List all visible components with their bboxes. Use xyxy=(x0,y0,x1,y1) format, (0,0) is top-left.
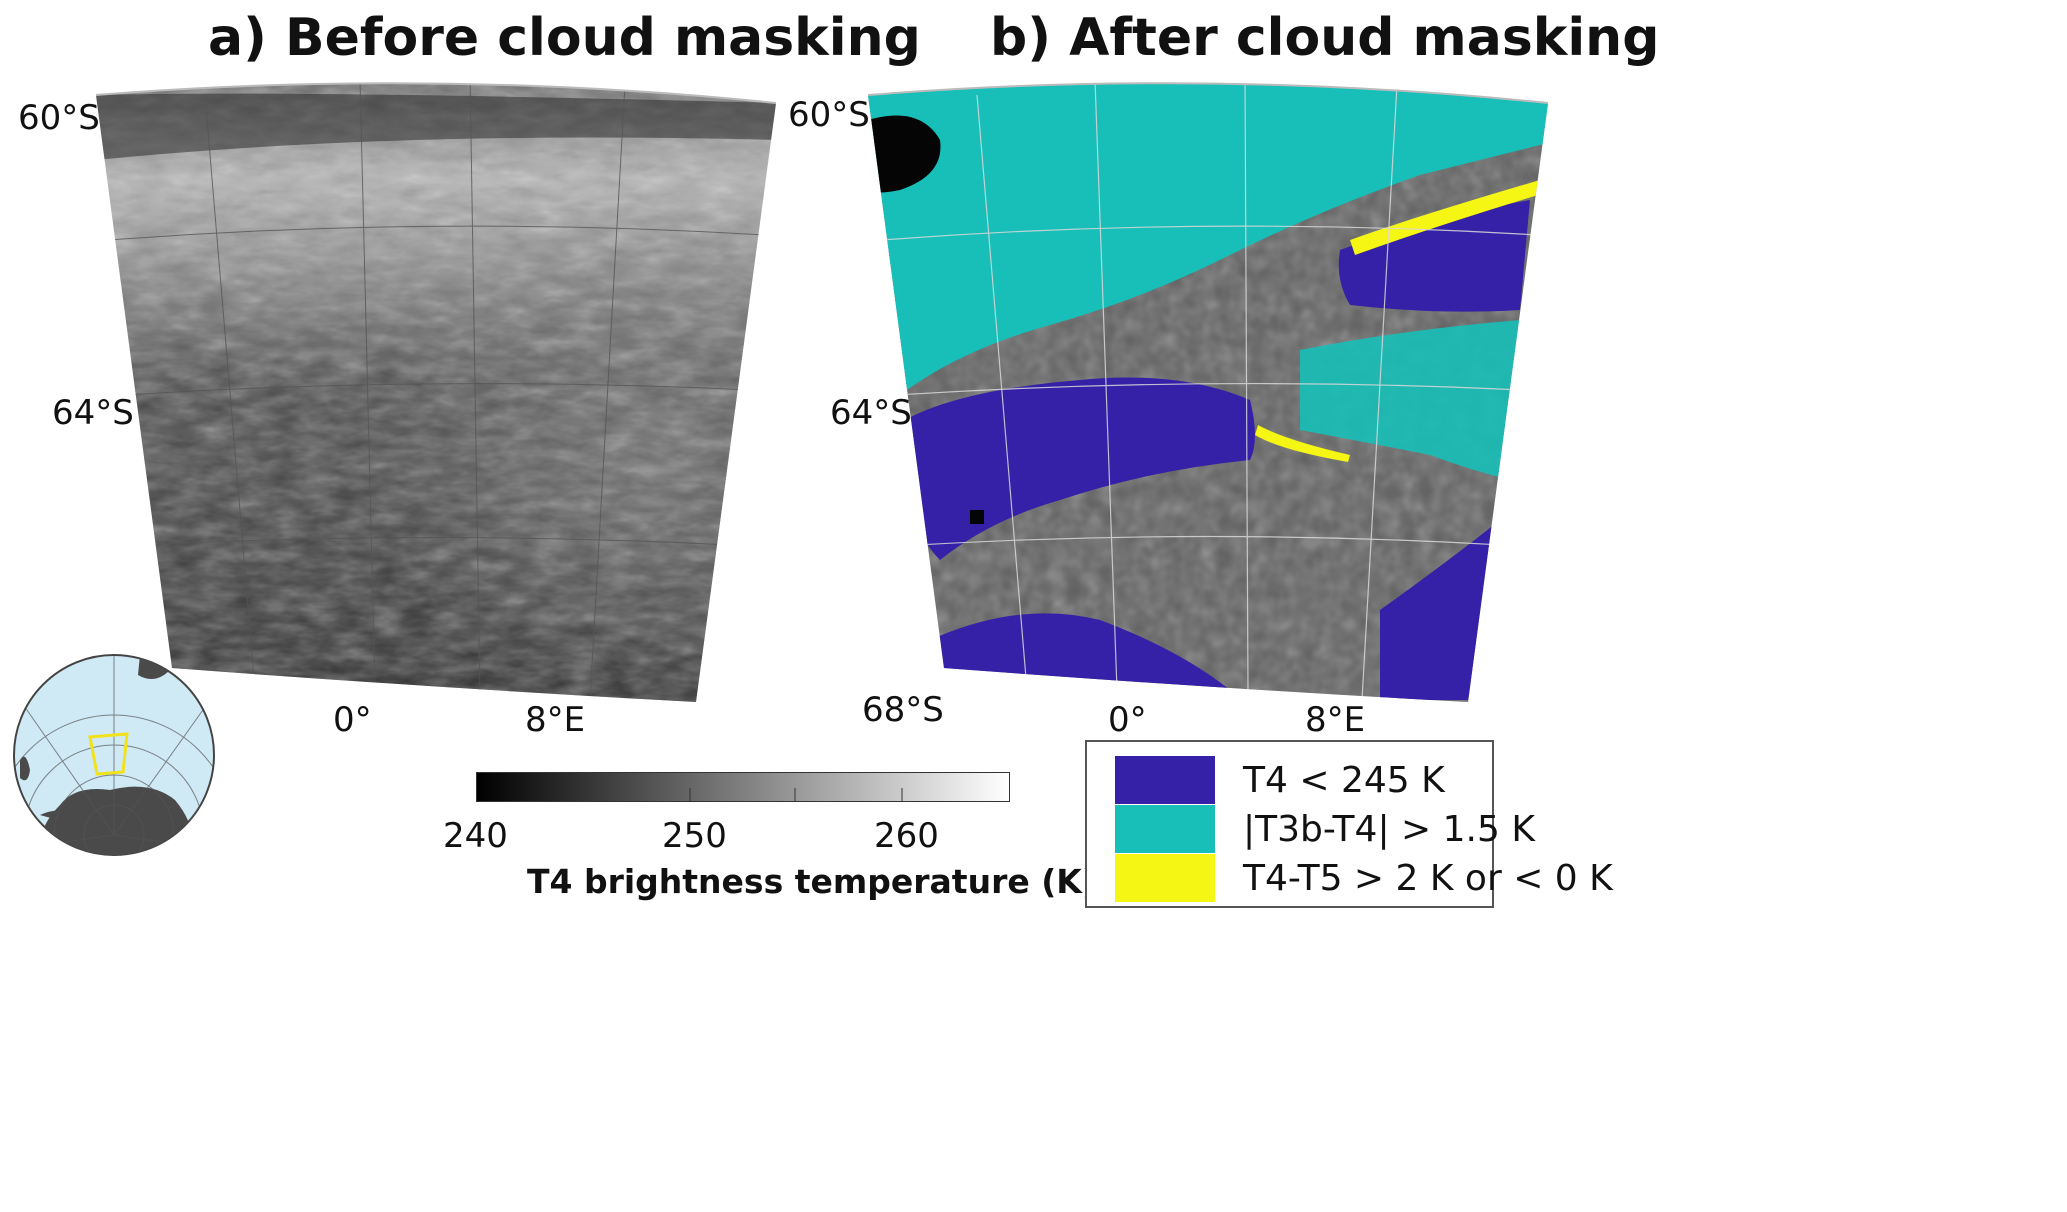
colorbar-tick-250: 250 xyxy=(662,816,727,856)
mask-purple-region xyxy=(905,377,1255,560)
legend-swatch-teal xyxy=(1115,805,1215,853)
colorbar-label: T4 brightness temperature (K) xyxy=(527,862,1097,901)
legend-label-t4t5: T4-T5 > 2 K or < 0 K xyxy=(1243,857,1613,899)
panel-b-lon-8e: 8°E xyxy=(1305,700,1366,740)
panel-a-lat-60: 60°S xyxy=(18,98,100,138)
mask-teal-region xyxy=(868,83,1548,400)
panel-b-title: b) After cloud masking xyxy=(990,8,1660,68)
legend-entry-t4: T4 < 245 K xyxy=(1115,755,1445,805)
panel-a-lon-0: 0° xyxy=(333,700,372,740)
mask-yellow-streak xyxy=(1350,180,1540,255)
legend-swatch-yellow xyxy=(1115,854,1215,902)
mask-legend: T4 < 245 K |T3b-T4| > 1.5 K T4-T5 > 2 K … xyxy=(1085,740,1613,908)
panel-b-lat-64: 64°S xyxy=(830,393,912,433)
panel-a-lat-64: 64°S xyxy=(52,393,134,433)
panel-a-title: a) Before cloud masking xyxy=(208,8,921,68)
colorbar-tick-240: 240 xyxy=(443,816,508,856)
panel-b-lat-68: 68°S xyxy=(862,690,944,730)
study-area-box xyxy=(88,732,129,776)
panel-a-lon-8e: 8°E xyxy=(525,700,586,740)
colorbar-tick-260: 260 xyxy=(874,816,939,856)
legend-entry-t4t5: T4-T5 > 2 K or < 0 K xyxy=(1115,853,1613,903)
legend-swatch-purple xyxy=(1115,756,1215,804)
colorbar xyxy=(476,772,1010,802)
legend-entry-t3b: |T3b-T4| > 1.5 K xyxy=(1115,804,1535,854)
legend-label-t3b: |T3b-T4| > 1.5 K xyxy=(1243,808,1535,850)
legend-label-t4: T4 < 245 K xyxy=(1243,759,1445,801)
panel-b-lat-60: 60°S xyxy=(788,95,870,135)
panel-b-lon-0: 0° xyxy=(1108,700,1147,740)
